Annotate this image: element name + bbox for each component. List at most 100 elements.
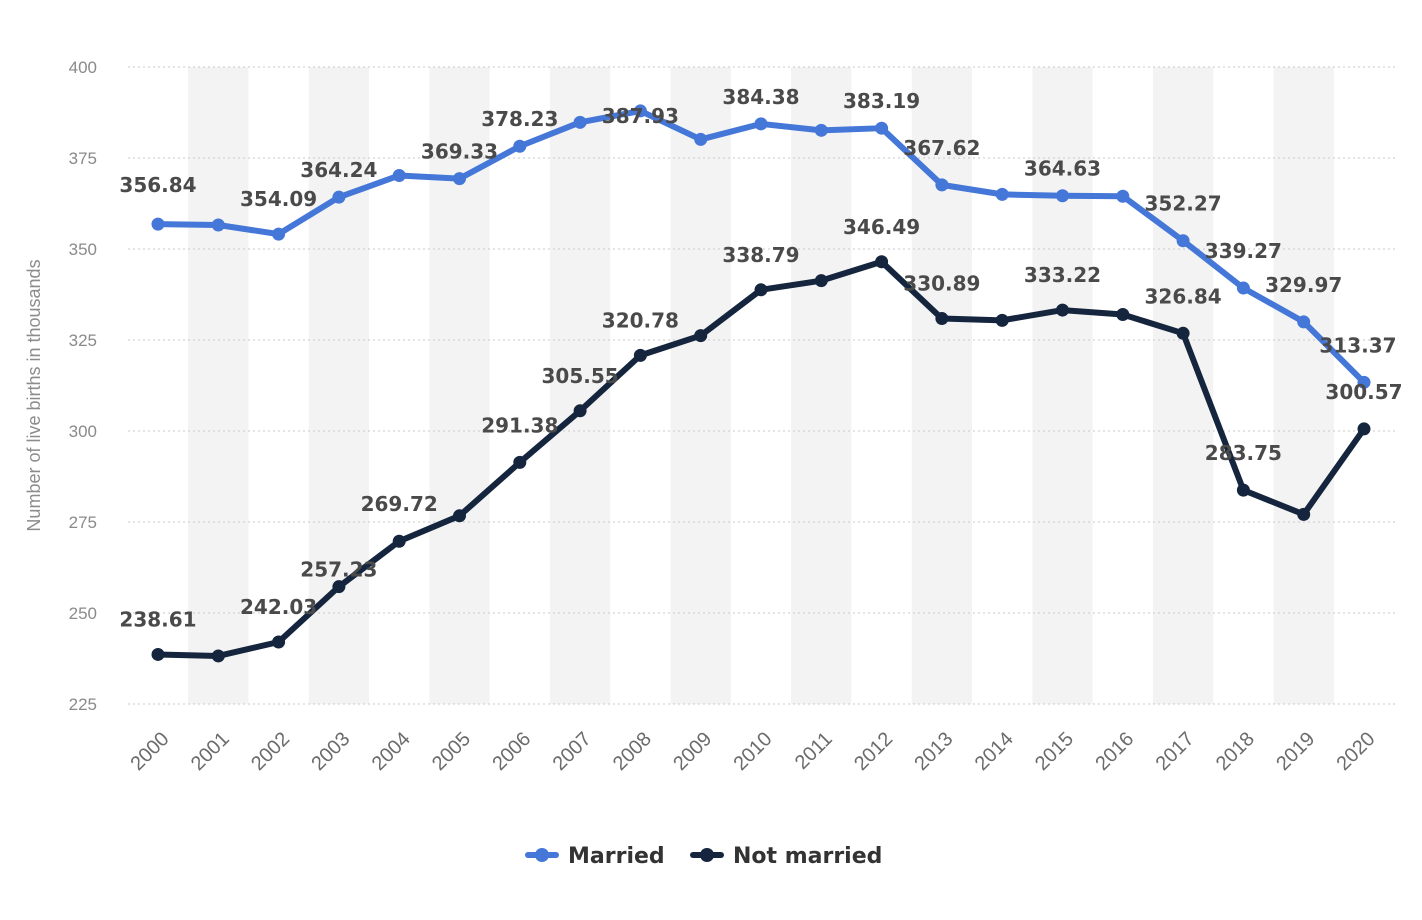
data-point [1297,507,1311,521]
data-label: 300.57 [1325,380,1402,404]
data-label: 339.27 [1205,239,1282,263]
x-tick-label: 2004 [368,728,415,775]
data-label: 238.61 [119,607,196,631]
band-2011 [791,67,852,704]
data-point [573,404,587,418]
band-2015 [1032,67,1093,704]
x-tick-label: 2015 [1031,728,1078,775]
data-point [1056,303,1069,317]
x-tick-label: 2008 [609,728,656,775]
data-point [1116,189,1130,203]
x-tick-label: 2011 [791,728,837,774]
data-point [935,312,949,326]
data-label: 329.97 [1265,273,1342,297]
data-label: 383.19 [843,89,920,113]
data-label: 364.63 [1024,157,1101,181]
data-label: 384.38 [722,85,799,109]
x-tick-label: 2018 [1212,728,1259,775]
data-point [1236,483,1250,497]
data-point [1176,326,1190,340]
data-label: 387.93 [602,104,679,128]
x-axis-ticks: 2000 2001 2002 2003 2004 2005 2006 2007 2008 2009… [127,728,1380,775]
x-tick-label: 2009 [669,728,716,775]
x-tick-label: 2010 [730,728,777,775]
y-tick-label: 350 [69,240,97,259]
data-label: 338.79 [722,243,799,267]
data-label: 352.27 [1145,192,1222,216]
data-point [513,455,527,469]
data-point [814,274,828,288]
x-tick-label: 2012 [850,728,897,775]
data-point [453,509,466,523]
data-labels: 356.84 354.09 364.24 369.33 378.23 387.93 384.… [119,85,1402,632]
data-point [1357,422,1371,436]
data-point [633,104,647,118]
x-tick-label: 2000 [127,728,174,775]
band-2019 [1273,67,1334,704]
data-point [573,115,587,129]
legend-swatch-dot [700,848,714,862]
data-label: 364.24 [300,158,377,182]
band-2013 [911,67,973,704]
data-point [211,649,225,663]
data-point [1176,234,1190,248]
data-label: 330.89 [903,272,980,296]
legend: Married Not married [525,844,882,869]
x-tick-label: 2017 [1152,728,1199,775]
data-label: 305.55 [542,364,619,388]
data-label: 326.84 [1145,284,1222,308]
y-axis-ticks: 225 250 275 300 325 350 375 400 [69,58,97,714]
data-point [272,227,286,241]
y-axis-label: Number of live births in thousands [24,259,44,531]
data-point [211,218,225,232]
y-tick-label: 250 [69,604,97,623]
data-point [754,283,768,297]
data-label: 257.23 [300,558,377,582]
data-point [995,187,1009,201]
x-tick-label: 2020 [1333,728,1380,775]
data-point [151,647,165,661]
data-point [453,172,466,186]
data-point [694,132,708,146]
y-tick-label: 325 [69,331,97,350]
alternating-bands [188,67,1334,704]
data-point [513,139,527,153]
data-label: 313.37 [1319,333,1396,357]
data-label: 291.38 [481,413,558,437]
data-label: 369.33 [421,140,498,164]
data-point [995,313,1009,327]
data-label: 242.03 [240,595,317,619]
data-point [935,178,949,192]
x-tick-label: 2016 [1091,728,1138,775]
data-point [332,190,346,204]
data-label: 320.78 [602,308,679,332]
x-tick-label: 2007 [549,728,596,775]
data-label: 378.23 [481,107,558,131]
x-tick-label: 2014 [971,728,1018,775]
series-points [151,104,1371,663]
band-2001 [188,67,249,704]
data-point [392,168,406,182]
data-point [694,329,708,343]
data-point [272,635,286,649]
data-label: 283.75 [1205,441,1282,465]
band-2003 [308,67,370,704]
x-tick-label: 2005 [428,728,475,775]
data-point [1357,375,1371,389]
data-point [1297,315,1311,329]
data-label: 346.49 [843,215,920,239]
data-point [1056,189,1069,203]
x-tick-label: 2001 [187,728,234,775]
data-label: 354.09 [240,187,317,211]
data-point [754,117,768,131]
x-tick-label: 2006 [488,728,535,775]
x-tick-label: 2002 [247,728,294,775]
data-point [332,580,346,594]
x-tick-label: 2013 [910,728,957,775]
data-label: 356.84 [119,173,196,197]
data-point [633,348,647,362]
legend-swatch-dot [535,848,549,862]
data-label: 269.72 [361,492,438,516]
